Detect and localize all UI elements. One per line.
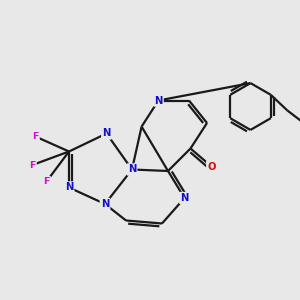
- Text: N: N: [128, 164, 136, 175]
- Text: O: O: [207, 161, 216, 172]
- Text: F: F: [43, 177, 50, 186]
- Text: N: N: [101, 199, 109, 209]
- Text: N: N: [154, 95, 163, 106]
- Text: F: F: [29, 160, 36, 169]
- Text: N: N: [180, 193, 189, 203]
- Text: F: F: [32, 132, 39, 141]
- Text: N: N: [102, 128, 111, 139]
- Text: N: N: [65, 182, 73, 193]
